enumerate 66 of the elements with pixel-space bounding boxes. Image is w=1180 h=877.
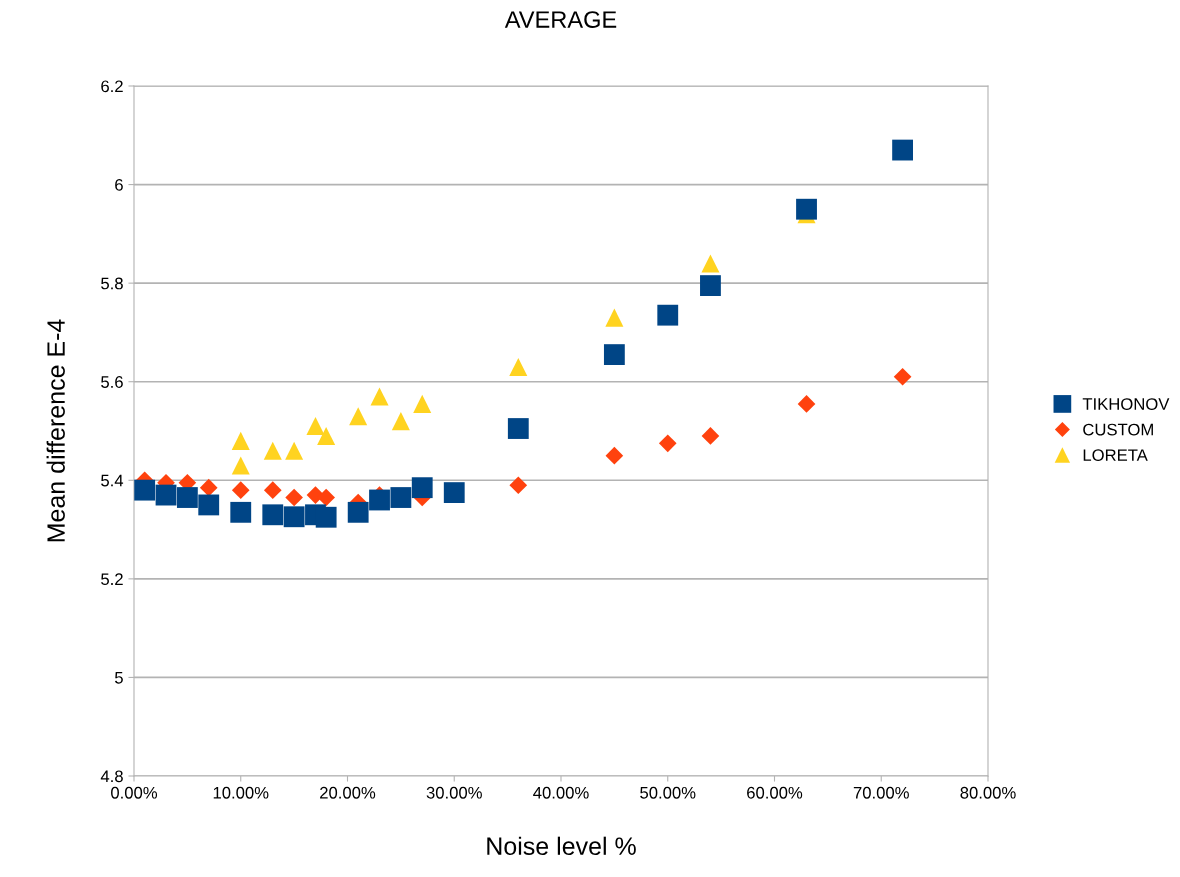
point [701,254,720,273]
point [285,488,303,507]
point [797,395,816,413]
legend-label: CUSTOM [1083,423,1153,436]
point [369,489,390,511]
x-tick-label: 80.00% [960,786,1016,799]
point [155,484,177,506]
legend-label: TIKHONOV [1082,398,1170,410]
x-tick-label: 0.00% [111,786,158,799]
point [411,477,433,499]
point [413,394,432,413]
point [391,412,410,431]
point [230,501,252,523]
point [700,275,721,297]
point [892,139,914,161]
point [231,431,250,450]
y-tick-label: 6.2 [101,80,123,93]
point [443,482,465,504]
y-tick-label: 4.8 [100,770,123,783]
point [605,308,624,327]
point [370,387,389,406]
x-tick-label: 30.00% [426,786,482,799]
x-tick-label: 70.00% [853,786,909,799]
point [231,481,250,499]
point [199,478,218,497]
point [893,367,912,386]
point [509,357,528,376]
x-tick-label: 40.00% [533,786,589,799]
y-tick-label: 5.4 [101,474,124,487]
point [315,506,337,528]
y-tick-label: 5.2 [101,573,123,586]
point [262,504,284,526]
point [263,441,282,460]
chart-title: AVERAGE [504,11,617,28]
y-tick-label: 6 [115,178,123,191]
x-tick-label: 20.00% [320,786,376,799]
point [263,481,282,499]
point [796,198,817,220]
x-tick-label: 50.00% [640,786,696,799]
point [317,488,335,507]
point [306,417,325,436]
point [283,506,305,528]
point [603,344,625,366]
point [176,487,198,508]
point [285,441,304,460]
y-tick-label: 5.6 [101,376,123,388]
point [349,407,368,426]
point [231,456,250,475]
point [509,476,528,495]
point [658,434,677,453]
y-tick-label: 5 [114,672,123,684]
point [317,426,336,445]
legend-label: LORETA [1083,449,1148,462]
point [198,494,220,516]
y-axis-title: Mean difference E-4 [46,319,65,542]
y-tick-label: 5.8 [101,277,123,290]
point [390,487,412,508]
point [507,418,529,439]
point [605,446,624,465]
point [347,501,369,523]
x-tick-label: 60.00% [747,786,803,799]
x-axis-title: Noise level % [487,836,636,856]
point [701,427,720,445]
point [134,479,156,501]
point [657,304,679,326]
x-tick-label: 10.00% [213,786,269,799]
